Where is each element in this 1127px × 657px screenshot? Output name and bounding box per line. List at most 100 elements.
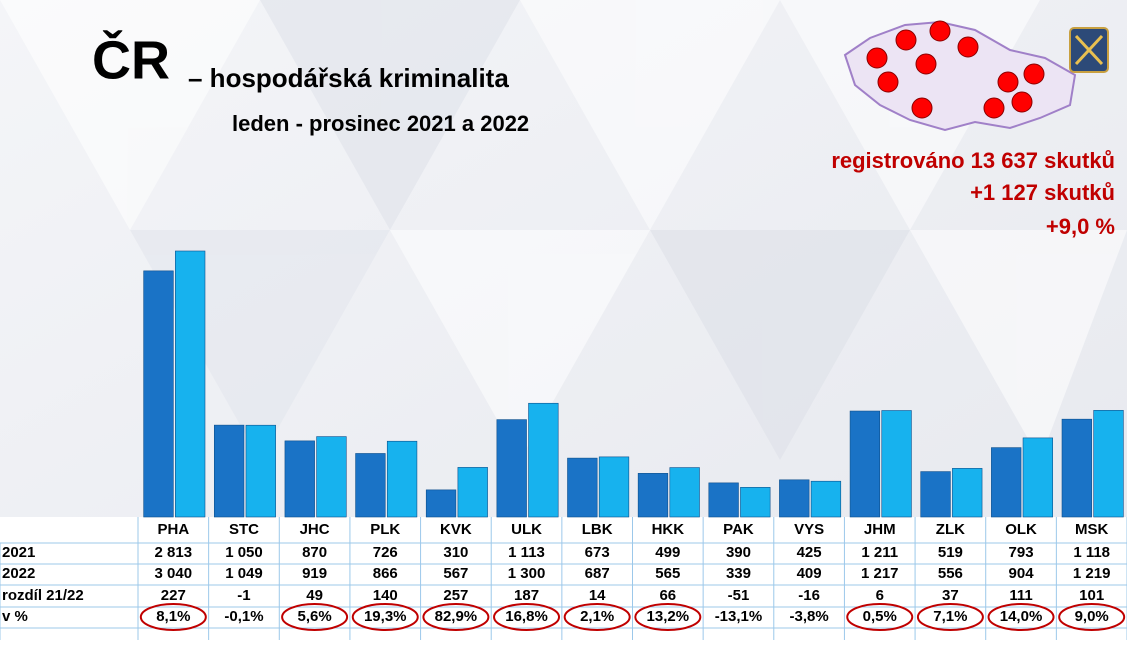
bar (1022, 437, 1054, 518)
table-cell: 390 (726, 544, 751, 561)
x-tick-label: OLK (1005, 521, 1037, 538)
bar (245, 424, 276, 518)
table-cell: -3,8% (790, 608, 829, 625)
bar (528, 402, 559, 518)
bar (708, 482, 739, 518)
bar (1061, 418, 1092, 518)
chart-title: ČR (92, 29, 170, 90)
table-cell: 339 (726, 565, 751, 582)
table-cell: 14,0% (1000, 608, 1043, 625)
bar (213, 424, 245, 518)
table-cell: 726 (373, 544, 398, 561)
table-cell: 409 (797, 565, 822, 582)
table-cell: 499 (655, 544, 680, 561)
table-cell: 556 (938, 565, 963, 582)
table-cell: 6 (876, 587, 884, 604)
table-cell: 3 040 (155, 565, 193, 582)
x-tick-label: MSK (1075, 521, 1109, 538)
table-cell: -51 (728, 587, 750, 604)
annotation: registrováno 13 637 skutků (831, 148, 1115, 173)
highlight-circle (351, 603, 419, 631)
highlight-circle (1058, 603, 1126, 631)
table-cell: 1 050 (225, 544, 263, 561)
bar (779, 479, 810, 518)
bar (810, 480, 842, 518)
table-cell: 9,0% (1075, 608, 1109, 625)
table-cell: 673 (585, 544, 610, 561)
table-cell: -13,1% (715, 608, 763, 625)
highlight-circle (563, 603, 631, 631)
highlight-circle (422, 603, 490, 631)
x-tick-label: PAK (723, 521, 754, 538)
table-cell: 793 (1009, 544, 1034, 561)
bar (386, 440, 418, 518)
annotation: +9,0 % (1046, 214, 1115, 239)
table-cell: 1 113 (508, 544, 545, 561)
x-tick-label: VYS (794, 521, 824, 538)
x-tick-label: ULK (511, 521, 542, 538)
bar (496, 419, 527, 518)
table-cell: 866 (373, 565, 398, 582)
table-cell: 16,8% (505, 608, 548, 625)
table-cell: 7,1% (933, 608, 967, 625)
bar (284, 440, 315, 518)
table-cell: 567 (443, 565, 468, 582)
table-cell: 111 (1009, 587, 1032, 604)
table-cell: 2 813 (155, 544, 193, 561)
bar (598, 456, 630, 518)
bar (740, 487, 771, 518)
x-tick-label: JHM (864, 521, 896, 538)
table-cell: 565 (655, 565, 680, 582)
row-label: 2022 (2, 565, 35, 582)
table-cell: 425 (797, 544, 822, 561)
table-cell: 257 (443, 587, 468, 604)
annotation: +1 127 skutků (970, 180, 1115, 205)
bar (567, 457, 598, 518)
table-cell: 519 (938, 544, 963, 561)
bar (952, 468, 983, 518)
table-cell: 187 (514, 587, 539, 604)
table-cell: 904 (1009, 565, 1035, 582)
table-cell: 66 (659, 587, 676, 604)
highlight-circle (281, 603, 349, 631)
table-cell: 37 (942, 587, 959, 604)
bar (669, 467, 700, 518)
x-tick-label: JHC (300, 521, 330, 538)
highlight-circle (493, 603, 561, 631)
highlight-circle (987, 603, 1055, 631)
table-cell: 8,1% (156, 608, 190, 625)
table-cell: 227 (161, 587, 186, 604)
table-cell: -1 (237, 587, 250, 604)
row-label: rozdíl 21/22 (2, 587, 84, 604)
bar (143, 270, 174, 518)
table-cell: 1 217 (861, 565, 899, 582)
table-background (0, 517, 1127, 657)
bar (1093, 410, 1124, 518)
table-cell: 13,2% (647, 608, 690, 625)
bar (316, 436, 347, 518)
bar (425, 489, 457, 518)
bar (849, 410, 881, 518)
highlight-circle (634, 603, 702, 631)
table-cell: 1 049 (225, 565, 263, 582)
highlight-circle (916, 603, 984, 631)
x-tick-label: STC (229, 521, 259, 538)
table-cell: -16 (798, 587, 820, 604)
map (843, 20, 1077, 132)
table-cell: 49 (306, 587, 323, 604)
bar (920, 471, 951, 518)
x-tick-label: ZLK (936, 521, 965, 538)
table-cell: 2,1% (580, 608, 614, 625)
table-cell: -0,1% (224, 608, 263, 625)
x-tick-label: PHA (157, 521, 189, 538)
table-cell: 5,6% (298, 608, 332, 625)
bar (175, 250, 206, 518)
bar (457, 467, 488, 518)
bar (355, 453, 386, 518)
table-cell: 310 (443, 544, 468, 561)
x-tick-label: LBK (582, 521, 613, 538)
chart-subtitle: leden - prosinec 2021 a 2022 (232, 111, 529, 136)
table-cell: 919 (302, 565, 327, 582)
bar (881, 410, 912, 518)
